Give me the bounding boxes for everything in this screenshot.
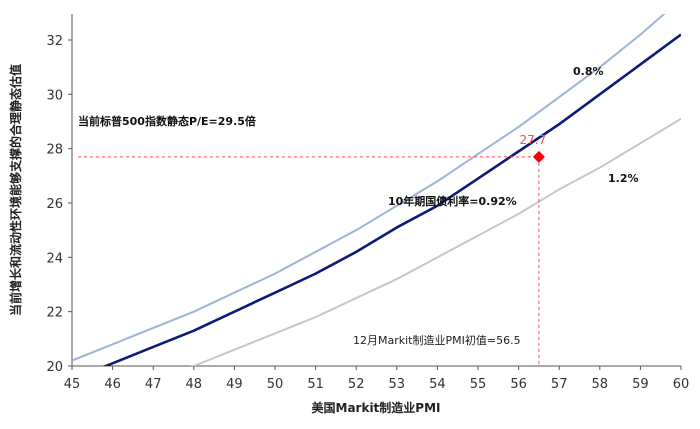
pe-annotation: 当前标普500指数静态P/E=29.5倍 — [78, 114, 256, 128]
pmi-annotation: 12月Markit制造业PMI初值=56.5 — [353, 333, 521, 347]
series-line-1-2 — [190, 117, 681, 366]
x-tick-label: 46 — [104, 377, 121, 392]
x-axis-title: 美国Markit制造业PMI — [312, 400, 441, 415]
series-lines — [72, 14, 681, 366]
series-label-1-2: 1.2% — [608, 172, 639, 185]
x-tick-label: 60 — [673, 377, 690, 392]
x-tick-label: 56 — [510, 377, 527, 392]
y-tick-label: 26 — [46, 197, 63, 212]
x-tick-label: 59 — [632, 377, 649, 392]
x-tick-label: 49 — [226, 377, 243, 392]
y-tick-label: 32 — [46, 34, 63, 49]
y-tick-label: 30 — [46, 88, 63, 103]
x-tick-label: 55 — [470, 377, 487, 392]
x-ticks: 45 46 47 48 49 50 51 52 53 54 55 56 57 58 59 60 — [64, 366, 690, 392]
marker-value-label: 27.7 — [520, 133, 547, 147]
series-line-0-92 — [102, 33, 681, 366]
x-tick-label: 45 — [64, 377, 81, 392]
x-tick-label: 52 — [348, 377, 365, 392]
x-tick-label: 47 — [145, 377, 162, 392]
y-tick-label: 28 — [46, 143, 63, 158]
y-ticks: 20 22 24 26 28 30 32 — [46, 34, 72, 375]
x-axis: 45 46 47 48 49 50 51 52 53 54 55 56 57 58 59 60 — [64, 365, 690, 392]
y-tick-label: 20 — [46, 360, 63, 375]
x-tick-label: 53 — [389, 377, 406, 392]
series-label-0-8: 0.8% — [573, 65, 604, 78]
series-line-0-8 — [72, 14, 666, 362]
series-label-0-92: 10年期国债利率=0.92% — [388, 194, 517, 208]
x-tick-label: 50 — [267, 377, 284, 392]
marker-diamond — [532, 150, 545, 163]
y-tick-label: 24 — [46, 251, 63, 266]
y-axis-title: 当前增长和流动性环境能够支撑的合理静态估值 — [8, 64, 23, 316]
marker-guides — [78, 150, 545, 366]
x-tick-label: 57 — [551, 377, 568, 392]
x-tick-label: 51 — [307, 377, 324, 392]
y-tick-label: 22 — [46, 306, 63, 321]
x-tick-label: 48 — [186, 377, 203, 392]
x-tick-label: 58 — [592, 377, 609, 392]
y-axis: 20 22 24 26 28 30 32 — [46, 14, 73, 375]
x-tick-label: 54 — [429, 377, 446, 392]
